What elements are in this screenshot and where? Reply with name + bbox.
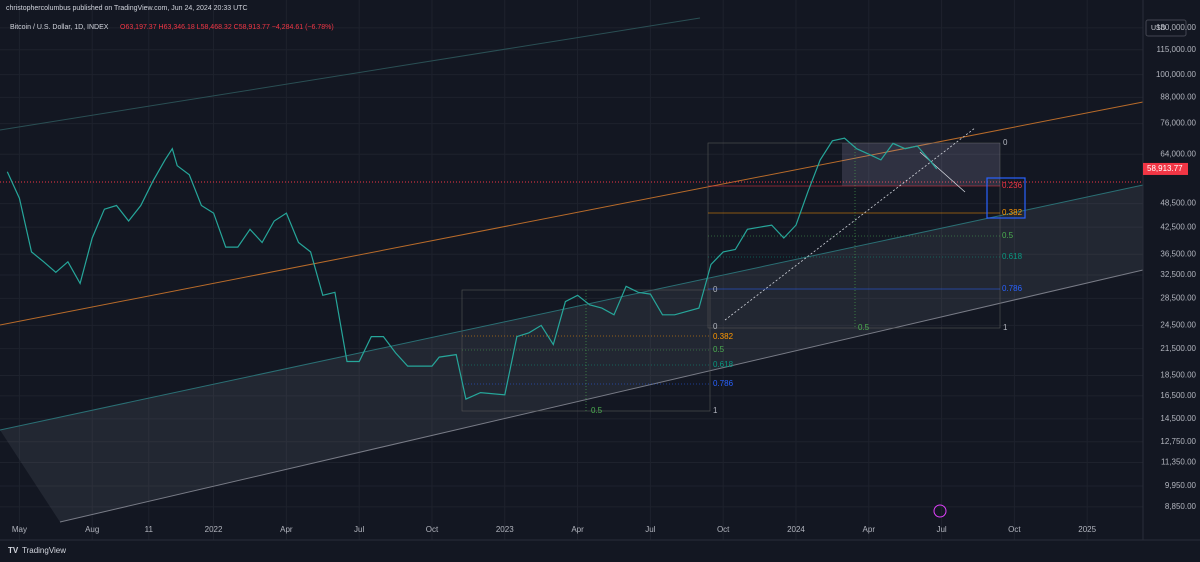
y-tick-label: 48,500.00: [1160, 199, 1196, 208]
last-price-label: 58,913.77: [1147, 164, 1183, 173]
y-tick-label: 64,000.00: [1160, 149, 1196, 158]
fib-box: [707, 142, 1001, 329]
y-tick-label: 24,500.00: [1160, 320, 1196, 329]
x-tick-label: Oct: [426, 525, 439, 534]
trend-line: [0, 17, 701, 131]
fib-label: 1: [1003, 323, 1008, 332]
x-tick-label: Oct: [1008, 525, 1021, 534]
brand: TradingView: [22, 546, 66, 555]
y-tick-label: 28,500.00: [1160, 294, 1196, 303]
y-tick-label: 88,000.00: [1160, 93, 1196, 102]
y-tick-label: 9,950.00: [1165, 481, 1197, 490]
fib-label: 0: [1003, 138, 1008, 147]
last-price-box: [1143, 162, 1188, 175]
fib-label: 0.382: [713, 332, 734, 341]
icon: [933, 504, 947, 518]
fib-label: 0.236: [1002, 181, 1023, 190]
logo: TV: [8, 546, 19, 555]
x-tick-label: Aug: [85, 525, 99, 534]
fib-label: 0.786: [1002, 284, 1023, 293]
fib-label: 0.5: [1002, 231, 1014, 240]
fib-label: 0: [713, 322, 718, 331]
channel-band: [0, 185, 1143, 522]
x-tick-label: Jul: [936, 525, 946, 534]
fib-label: 0.5: [591, 406, 603, 415]
x-tick-label: Oct: [717, 525, 730, 534]
x-tick-label: 2024: [787, 525, 805, 534]
y-tick-label: 32,500.00: [1160, 270, 1196, 279]
trend-line: [724, 127, 976, 321]
x-tick-label: Jul: [645, 525, 655, 534]
fib-label: 1: [713, 406, 718, 415]
fib-label: 0.618: [1002, 252, 1023, 261]
y-tick-label: 21,500.00: [1160, 344, 1196, 353]
footer: [0, 543, 1200, 562]
trend-line: [919, 151, 966, 193]
currency: USD: [1151, 25, 1166, 32]
x-tick-label: Apr: [571, 525, 584, 534]
y-tick-label: 11,350.00: [1161, 458, 1197, 467]
y-tick-label: 76,000.00: [1160, 119, 1196, 128]
fib-label: 0.5: [713, 345, 725, 354]
y-tick-label: 12,750.00: [1160, 437, 1196, 446]
x-tick-label: 11: [145, 525, 154, 534]
price-line: [6, 137, 938, 400]
y-tick-label: 36,500.00: [1160, 249, 1196, 258]
price-axis: [1143, 0, 1200, 562]
y-tick-label: 16,500.00: [1160, 391, 1196, 400]
x-tick-label: 2022: [205, 525, 223, 534]
y-tick-label: 14,500.00: [1160, 414, 1196, 423]
fib-label: 0.5: [858, 323, 870, 332]
fib-label: 0: [713, 285, 718, 294]
y-tick-label: 115,000.00: [1157, 45, 1197, 54]
fib-label: 0.786: [713, 379, 734, 388]
y-tick-label: 100,000.00: [1156, 70, 1197, 79]
fib-label: 0.618: [713, 360, 734, 369]
channel-line: [0, 184, 1144, 431]
y-tick-label: 18,500.00: [1160, 371, 1196, 380]
currency-box: [1145, 19, 1187, 37]
fib-label: 0.382: [1002, 208, 1023, 217]
x-tick-label: Apr: [280, 525, 293, 534]
channel-line: [59, 269, 1144, 523]
publisher: christophercolumbus published on Trading…: [6, 5, 248, 12]
y-tick-label: 42,500.00: [1160, 222, 1196, 231]
x-tick-label: Jul: [354, 525, 364, 534]
ohlc: O63,197.37 H63,346.18 L58,468.32 C58,913…: [120, 24, 334, 31]
highlight-box: [986, 177, 1026, 219]
symbol: Bitcoin / U.S. Dollar, 1D, INDEX: [10, 24, 109, 31]
x-tick-label: Apr: [863, 525, 876, 534]
trend-line: [0, 101, 1144, 326]
x-tick-label: May: [12, 525, 27, 534]
x-tick-label: 2025: [1078, 525, 1096, 534]
y-tick-label: 8,850.00: [1165, 502, 1197, 511]
y-tick-label: 130,000.00: [1156, 23, 1197, 32]
x-tick-label: 2023: [496, 525, 514, 534]
